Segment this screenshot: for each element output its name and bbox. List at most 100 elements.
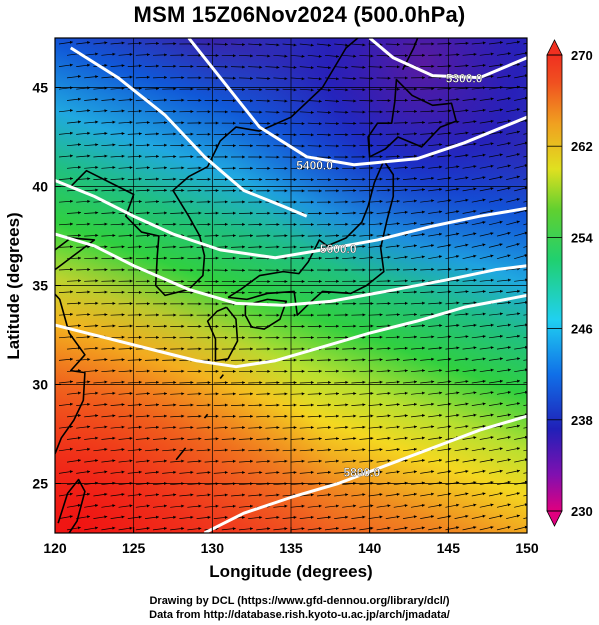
- wind-vector-head: [370, 302, 374, 306]
- wind-vector-head: [215, 279, 219, 284]
- wind-vector-head: [414, 335, 417, 339]
- wind-vector-head: [379, 132, 383, 136]
- wind-vector-head: [259, 268, 263, 272]
- wind-vector-head: [414, 268, 417, 272]
- wind-vector-head: [87, 268, 91, 272]
- wind-vector-head: [138, 132, 142, 136]
- wind-vector-head: [232, 527, 236, 531]
- wind-vector-head: [482, 424, 486, 428]
- wind-vector-head: [422, 53, 425, 57]
- wind-vector-head: [69, 131, 73, 135]
- wind-vector-head: [404, 143, 408, 147]
- wind-vector-head: [534, 290, 537, 293]
- map-plot-area: 5300.0 5400.0 5600.0 5800.0: [55, 38, 537, 533]
- wind-vector-head: [379, 515, 383, 519]
- wind-vector-head: [456, 458, 460, 462]
- wind-vector-head: [431, 402, 435, 406]
- wind-vector-head: [190, 87, 194, 91]
- wind-vector-head: [370, 436, 374, 440]
- wind-vector-head: [78, 301, 81, 305]
- wind-vector-head: [499, 357, 503, 361]
- wind-vector-head: [490, 74, 494, 78]
- wind-vector-head: [138, 64, 142, 68]
- wind-vector-head: [95, 120, 99, 124]
- wind-vector-head: [396, 470, 400, 474]
- wind-vector-head: [422, 165, 425, 169]
- wind-vector-head: [87, 447, 91, 451]
- wind-vector-head: [293, 88, 297, 92]
- wind-vector-head: [370, 256, 374, 260]
- coastline: [70, 38, 360, 297]
- wind-vector-head: [370, 99, 374, 103]
- wind-vector-head: [156, 290, 159, 295]
- wind-vector-head: [396, 492, 400, 496]
- colorbar-max-arrow: [546, 39, 563, 56]
- wind-vector-head: [173, 87, 177, 91]
- wind-vector-head: [327, 493, 331, 497]
- wind-vector-head: [155, 493, 159, 497]
- wind-vector-head: [146, 324, 150, 328]
- wind-vector-head: [362, 244, 366, 249]
- wind-vector-head: [379, 470, 383, 474]
- wind-vector-head: [121, 515, 125, 519]
- wind-vector-head: [87, 41, 91, 45]
- wind-vector-head: [534, 447, 537, 450]
- wind-vector-head: [242, 291, 245, 295]
- wind-vector-head: [448, 514, 452, 519]
- wind-vector-head: [224, 381, 228, 385]
- wind-vector-head: [198, 98, 202, 102]
- wind-vector-head: [250, 459, 253, 463]
- wind-vector-head: [207, 155, 211, 159]
- wind-vector-head: [129, 120, 133, 124]
- wind-vector-head: [310, 358, 314, 362]
- wind-vector-head: [301, 504, 305, 508]
- wind-vector-head: [517, 357, 521, 361]
- wind-vector-head: [129, 324, 133, 328]
- wind-vector-head: [241, 515, 245, 520]
- wind-vector-head: [534, 63, 537, 66]
- wind-vector-head: [250, 54, 253, 58]
- wind-vector-head: [267, 211, 271, 215]
- colorbar-min-arrow: [546, 510, 563, 527]
- wind-vector-head: [198, 53, 202, 57]
- wind-vector-head: [421, 414, 425, 418]
- wind-vector-head: [362, 313, 366, 317]
- wind-vector-head: [77, 143, 81, 147]
- wind-vector-head: [465, 153, 469, 157]
- wind-vector-head: [353, 233, 357, 237]
- wind-vector-head: [439, 391, 443, 395]
- wind-vector: [523, 65, 527, 67]
- wind-vector-head: [396, 65, 400, 69]
- wind-vector-head: [242, 471, 245, 475]
- x-tick-label: 135: [279, 540, 303, 556]
- wind-vector-head: [259, 155, 263, 159]
- wind-vector-head: [327, 515, 331, 519]
- wind-vector-head: [516, 63, 520, 67]
- wind-vector-head: [499, 334, 503, 338]
- x-axis-label: Longitude (degrees): [209, 562, 372, 581]
- wind-vector-head: [112, 98, 116, 102]
- wind-vector-head: [490, 346, 494, 350]
- wind-vector-head: [482, 198, 486, 202]
- wind-vector-head: [190, 110, 194, 114]
- wind-vector-head: [507, 164, 511, 168]
- wind-vector-head: [70, 312, 73, 316]
- colorbar-gradient: [546, 54, 563, 512]
- wind-vector-head: [524, 254, 527, 258]
- wind-vector-head: [276, 43, 280, 47]
- wind-vector-head: [138, 335, 142, 339]
- wind-vector-head: [181, 324, 185, 328]
- wind-vector-head: [215, 459, 219, 463]
- wind-vector-head: [336, 189, 339, 193]
- wind-vector-head: [190, 493, 194, 497]
- wind-vector-head: [138, 245, 142, 249]
- wind-vector-head: [190, 403, 194, 407]
- wind-vector-head: [276, 470, 280, 475]
- wind-vector-head: [95, 504, 99, 508]
- wind-vector-head: [224, 110, 228, 114]
- wind-vector-head: [173, 268, 177, 272]
- x-tick-label: 150: [515, 540, 539, 556]
- wind-vector-head: [156, 313, 159, 317]
- wind-vector-head: [465, 424, 469, 428]
- wind-vector-head: [181, 459, 185, 463]
